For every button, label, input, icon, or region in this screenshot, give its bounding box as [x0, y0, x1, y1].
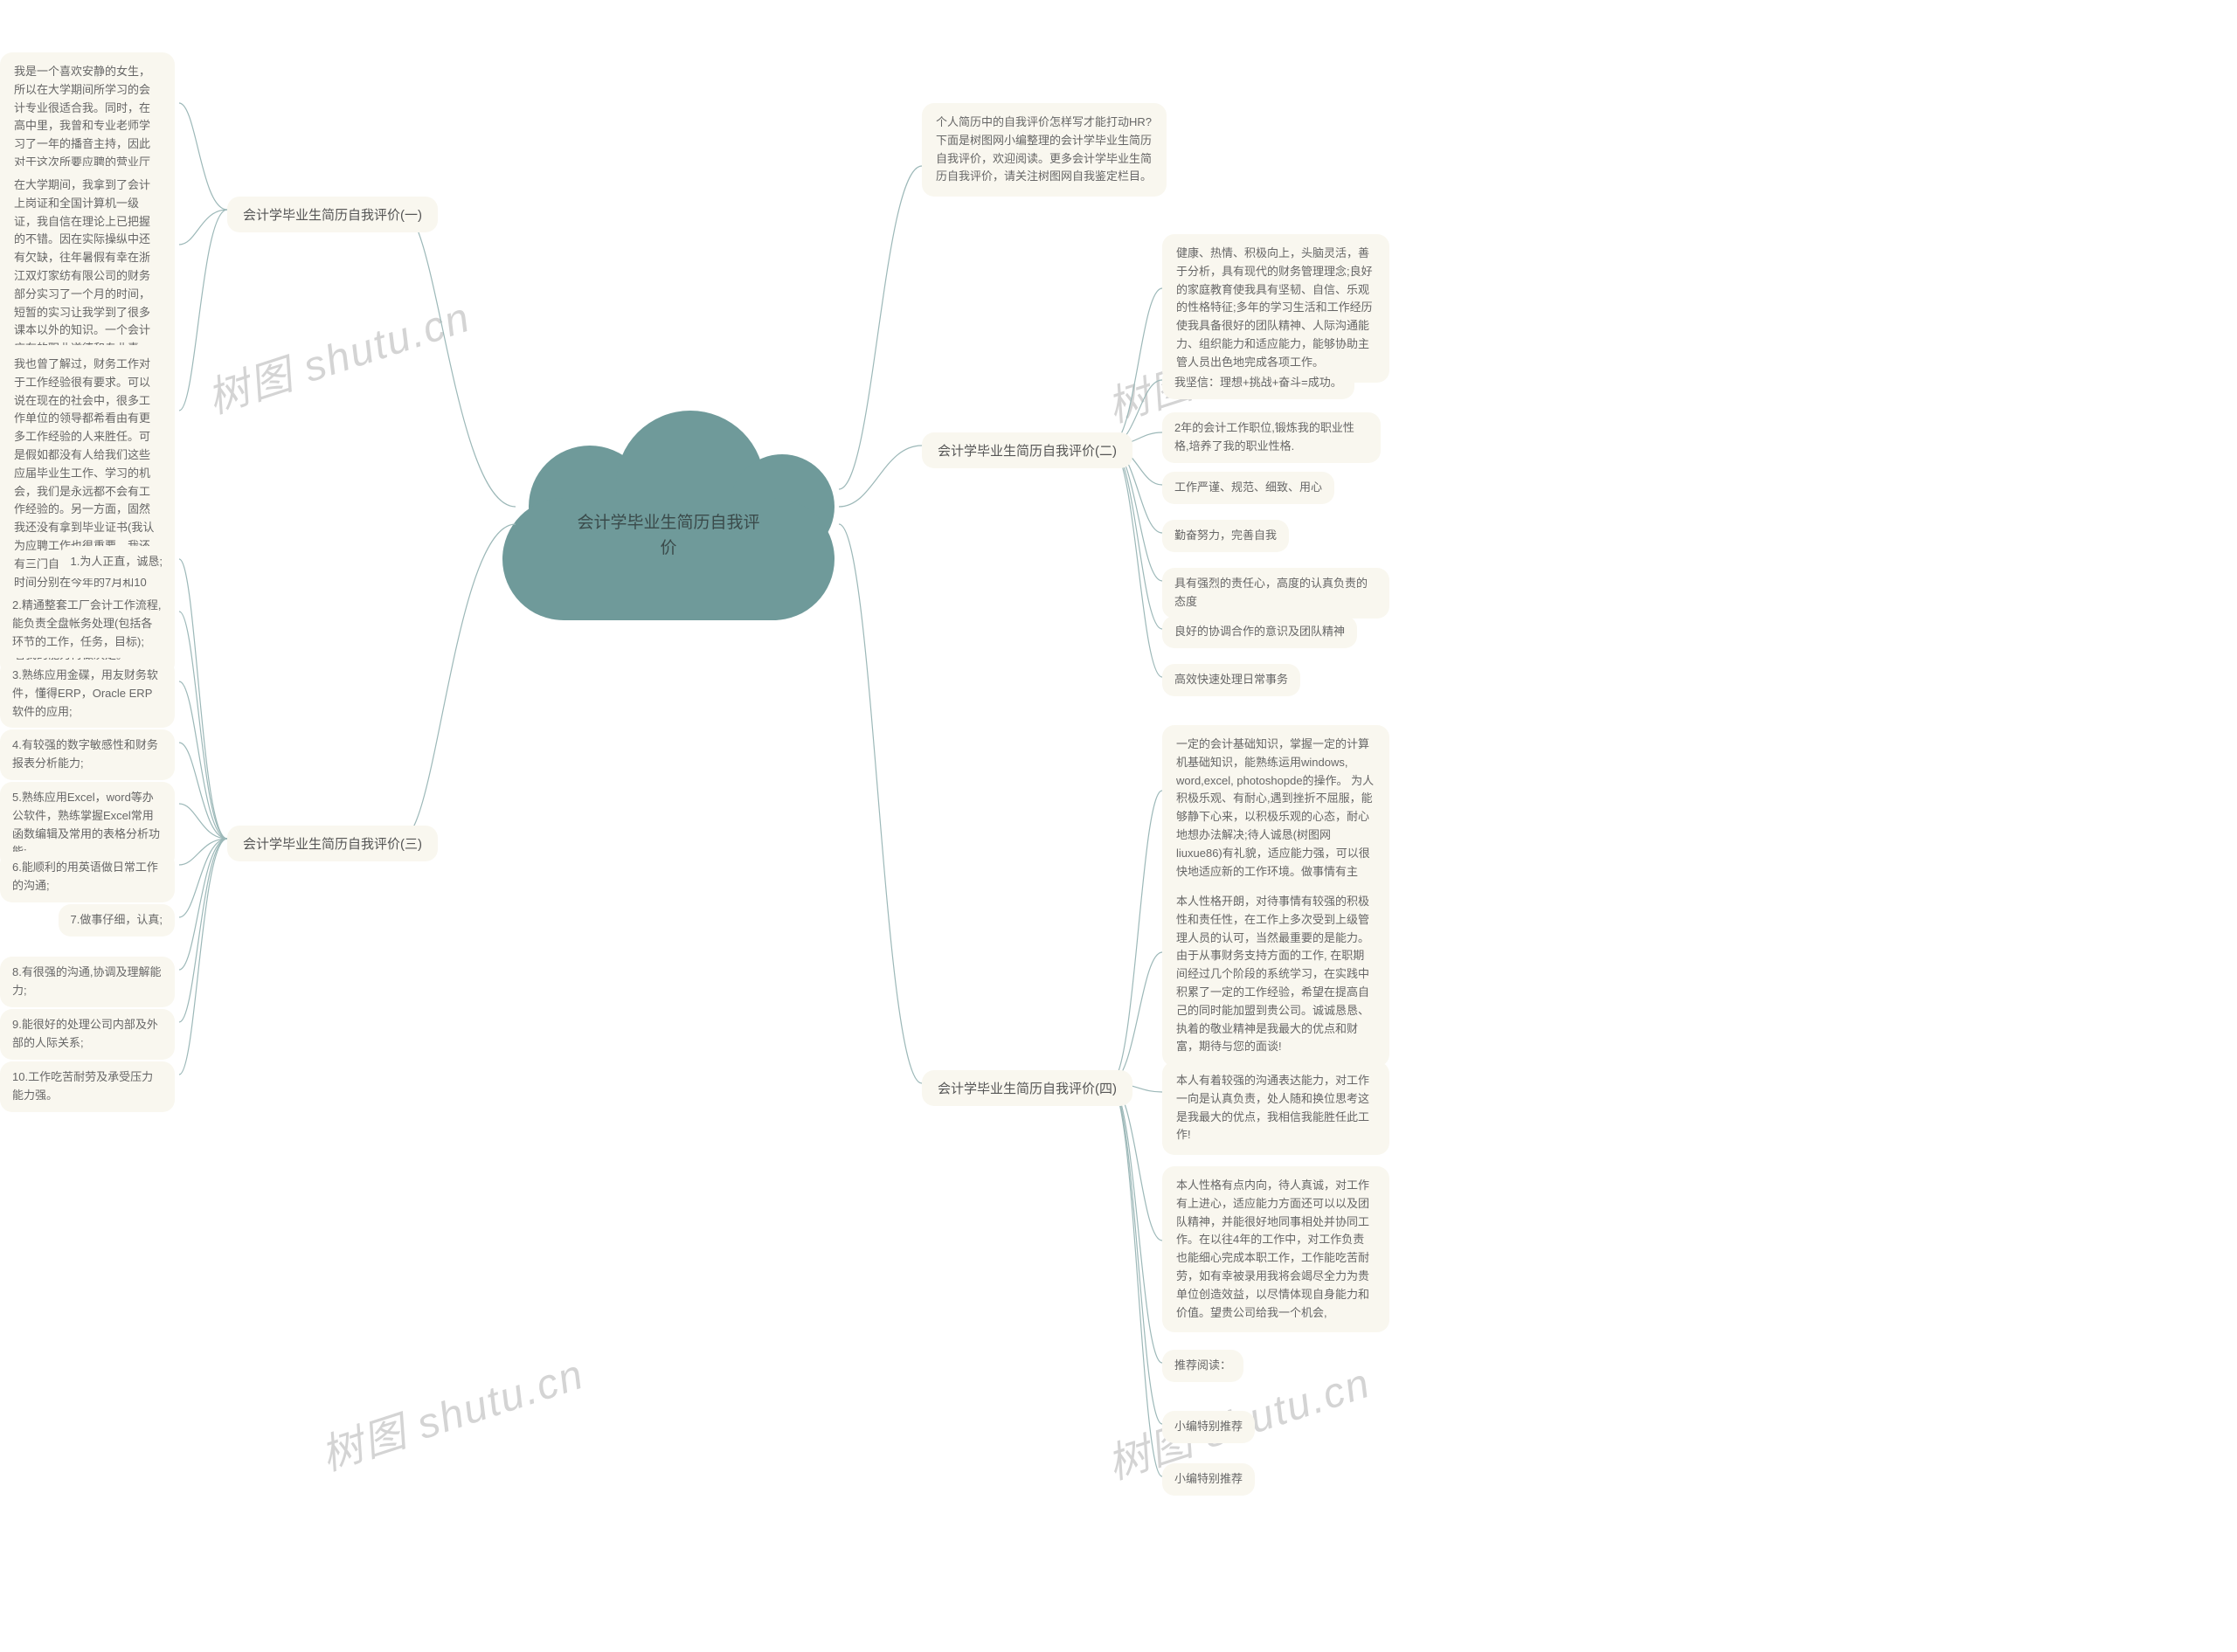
branch4-leaf4: 本人性格有点内向，待人真诚，对工作有上进心，适应能力方面还可以以及团队精神，并能…	[1162, 1166, 1389, 1332]
branch2-item-2: 2年的会计工作职位,锻炼我的职业性格,培养了我的职业性格.	[1162, 412, 1381, 463]
branch2-item-4: 勤奋努力，完善自我	[1162, 520, 1289, 552]
branch3-label: 会计学毕业生简历自我评价(三)	[227, 826, 438, 861]
branch3-item-10: 10.工作吃苦耐劳及承受压力能力强。	[0, 1061, 175, 1112]
branch4-leaf2: 本人性格开朗，对待事情有较强的积极性和责任性，在工作上多次受到上级管理人员的认可…	[1162, 882, 1389, 1067]
branch2-label: 会计学毕业生简历自我评价(二)	[922, 432, 1132, 468]
branch3-item-2: 2.精通整套工厂会计工作流程,能负责全盘帐务处理(包括各环节的工作，任务，目标)…	[0, 590, 175, 658]
branch2-item-3: 工作严谨、规范、细致、用心	[1162, 472, 1334, 504]
branch3-item-6: 6.能顺利的用英语做日常工作的沟通;	[0, 852, 175, 902]
branch3-item-4: 4.有较强的数字敏感性和财务报表分析能力;	[0, 729, 175, 780]
branch3-item-3: 3.熟练应用金碟，用友财务软件，懂得ERP，Oracle ERP软件的应用;	[0, 660, 175, 728]
branch4-item-1: 推荐阅读：	[1162, 1350, 1243, 1382]
branch1-label: 会计学毕业生简历自我评价(一)	[227, 197, 438, 232]
branch3-item-1: 1.为人正直，诚恳;	[59, 546, 175, 578]
branch2-item-1: 我坚信：理想+挑战+奋斗=成功。	[1162, 367, 1354, 399]
branch2-item-6: 良好的协调合作的意识及团队精神	[1162, 616, 1357, 648]
branch2-item-5: 具有强烈的责任心，高度的认真负责的态度	[1162, 568, 1389, 619]
branch4-item-3: 小编特别推荐	[1162, 1463, 1255, 1496]
branch3-item-9: 9.能很好的处理公司内部及外部的人际关系;	[0, 1009, 175, 1060]
branch2-leaf1: 健康、热情、积极向上，头脑灵活，善于分析，具有现代的财务管理理念;良好的家庭教育…	[1162, 234, 1389, 383]
branch4-item-2: 小编特别推荐	[1162, 1411, 1255, 1443]
branch4-label: 会计学毕业生简历自我评价(四)	[922, 1070, 1132, 1106]
branch4-leaf3: 本人有着较强的沟通表达能力，对工作一向是认真负责，处人随和换位思考这是我最大的优…	[1162, 1061, 1389, 1155]
branch2-item-7: 高效快速处理日常事务	[1162, 664, 1300, 696]
center-title-line1: 会计学毕业生简历自我评	[577, 514, 759, 532]
branch3-item-7: 7.做事仔细，认真;	[59, 904, 175, 937]
branch3-item-8: 8.有很强的沟通,协调及理解能力;	[0, 957, 175, 1007]
watermark: 树图 shutu.cn	[198, 282, 477, 425]
center-title: 会计学毕业生简历自我评 价	[485, 511, 852, 561]
intro-node: 个人简历中的自我评价怎样写才能打动HR?下面是树图网小编整理的会计学毕业生简历自…	[922, 103, 1167, 197]
center-cloud: 会计学毕业生简历自我评 价	[485, 393, 852, 620]
center-title-line2: 价	[660, 539, 676, 557]
watermark: 树图 shutu.cn	[312, 1339, 591, 1482]
